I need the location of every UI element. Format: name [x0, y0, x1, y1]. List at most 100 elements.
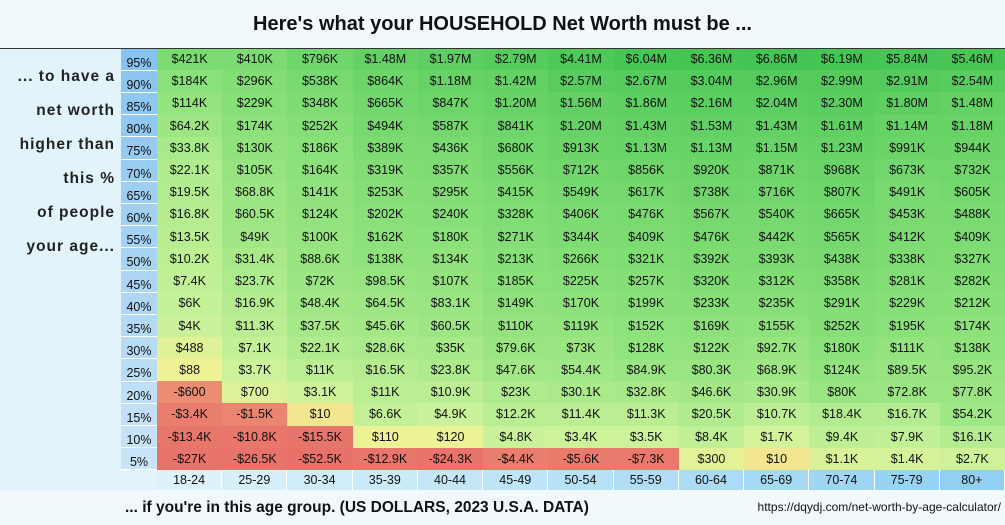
heatmap-cell: $348K — [287, 92, 354, 116]
percentile-label: 25% — [121, 359, 157, 382]
heatmap-cell: $700 — [222, 381, 289, 405]
age-group-label: 70-74 — [809, 470, 875, 490]
heatmap-cell: $320K — [678, 270, 746, 294]
heatmap-cell: $33.8K — [157, 136, 224, 161]
heatmap-cell: $617K — [613, 181, 680, 205]
heatmap-cell: -$24.3K — [417, 447, 485, 471]
heatmap-cell: $60.5K — [222, 203, 289, 227]
heatmap-cell: $11.3K — [613, 403, 680, 427]
heatmap-cell: $32.8K — [613, 381, 680, 405]
heatmap-cell: $6.19M — [809, 48, 876, 72]
heatmap-cell: $488 — [157, 336, 224, 360]
heatmap-cell: $170K — [548, 292, 615, 316]
footer: ... if you're in this age group. (US DOL… — [0, 490, 1005, 525]
heatmap-cell: $11K — [287, 358, 354, 383]
heatmap-cell: $549K — [548, 181, 615, 205]
heatmap-cell: $2.96M — [744, 70, 811, 94]
y-label-line: ... to have a — [17, 68, 115, 85]
y-label-line: of people — [37, 204, 115, 221]
heatmap-cell: $22.1K — [157, 159, 224, 183]
heatmap-cell: $328K — [483, 203, 550, 227]
heatmap-cell: $23.7K — [222, 270, 289, 294]
percentile-label: 75% — [121, 137, 157, 160]
percentile-label: 55% — [121, 226, 157, 249]
heatmap-cell: $296K — [222, 70, 289, 94]
heatmap-cell: $605K — [939, 181, 1005, 205]
heatmap-cell: $229K — [874, 292, 941, 316]
percentile-label: 70% — [121, 159, 157, 182]
age-group-label: 18-24 — [157, 470, 223, 490]
heatmap-cell: $1.86M — [613, 92, 680, 116]
heatmap-cell: $107K — [417, 270, 485, 294]
heatmap-cell: $6.36M — [678, 48, 746, 72]
heatmap-cell: $2.99M — [809, 70, 876, 94]
percentile-label: 5% — [121, 448, 157, 471]
percentile-label: 80% — [121, 115, 157, 138]
heatmap-cell: $252K — [287, 114, 354, 138]
heatmap-cell: $415K — [483, 181, 550, 205]
percentile-label: 50% — [121, 248, 157, 271]
heatmap-cell: $225K — [548, 270, 615, 294]
heatmap-cell: $37.5K — [287, 314, 354, 338]
heatmap-cell: $120 — [417, 425, 485, 449]
heatmap-cell: $421K — [157, 48, 224, 72]
age-group-label: 30-34 — [287, 470, 353, 490]
heatmap-cell: $1.13M — [678, 136, 746, 161]
heatmap-cell: $98.5K — [352, 270, 419, 294]
heatmap-cell: $199K — [613, 292, 680, 316]
age-group-label: 35-39 — [352, 470, 418, 490]
heatmap-cell: $796K — [287, 48, 354, 72]
age-group-label: 55-59 — [613, 470, 679, 490]
heatmap-cell: $281K — [874, 270, 941, 294]
heatmap-cell: $185K — [483, 270, 550, 294]
heatmap-cell: $409K — [613, 225, 680, 249]
heatmap-cell: $4.9K — [417, 403, 485, 427]
heatmap-cell: $1.61M — [809, 114, 876, 138]
heatmap-cell: $88 — [157, 358, 224, 383]
heatmap-cell: $13.5K — [157, 225, 224, 249]
heatmap-cell: $31.4K — [222, 247, 289, 272]
heatmap-cell: $130K — [222, 136, 289, 161]
heatmap-cell: $30.9K — [744, 381, 811, 405]
heatmap-cell: $1.23M — [809, 136, 876, 161]
heatmap-cell: $89.5K — [874, 358, 941, 383]
heatmap-cell: -$12.9K — [352, 447, 419, 471]
heatmap-cell: $162K — [352, 225, 419, 249]
percentile-label: 95% — [121, 48, 157, 71]
heatmap-cell: $410K — [222, 48, 289, 72]
heatmap-cell: $319K — [352, 159, 419, 183]
heatmap-cell: $134K — [417, 247, 485, 272]
heatmap-cell: $16.8K — [157, 203, 224, 227]
source-url: https://dqydj.com/net-worth-by-age-calcu… — [757, 500, 1001, 514]
heatmap-cell: $83.1K — [417, 292, 485, 316]
heatmap-cell: $438K — [809, 247, 876, 272]
heatmap-cell: $12.2K — [483, 403, 550, 427]
heatmap-cell: $95.2K — [939, 358, 1005, 383]
heatmap-cell: $673K — [874, 159, 941, 183]
heatmap-cell: $841K — [483, 114, 550, 138]
heatmap-cell: $4.8K — [483, 425, 550, 449]
heatmap-cell: $1.18M — [939, 114, 1005, 138]
heatmap-cell: $565K — [809, 225, 876, 249]
heatmap-cell: $213K — [483, 247, 550, 272]
heatmap-cell: $1.1K — [809, 447, 876, 471]
heatmap-cell: $16.1K — [939, 425, 1005, 449]
heatmap-cell: $716K — [744, 181, 811, 205]
heatmap-cell: $152K — [613, 314, 680, 338]
age-group-label: 40-44 — [417, 470, 484, 490]
heatmap-cell: $80.3K — [678, 358, 746, 383]
age-group-label: 60-64 — [678, 470, 745, 490]
heatmap-cell: $358K — [809, 270, 876, 294]
heatmap-cell: $19.5K — [157, 181, 224, 205]
percentile-label: 65% — [121, 181, 157, 204]
heatmap-cell: $174K — [939, 314, 1005, 338]
heatmap-cell: $60.5K — [417, 314, 485, 338]
heatmap-cell: $16.5K — [352, 358, 419, 383]
percentile-label: 90% — [121, 70, 157, 93]
heatmap-cell: $665K — [352, 92, 419, 116]
heatmap-cell: $266K — [548, 247, 615, 272]
heatmap-cell: $2.30M — [809, 92, 876, 116]
heatmap-cell: -$13.4K — [157, 425, 224, 449]
heatmap-cell: $5.84M — [874, 48, 941, 72]
heatmap-cell: $16.7K — [874, 403, 941, 427]
